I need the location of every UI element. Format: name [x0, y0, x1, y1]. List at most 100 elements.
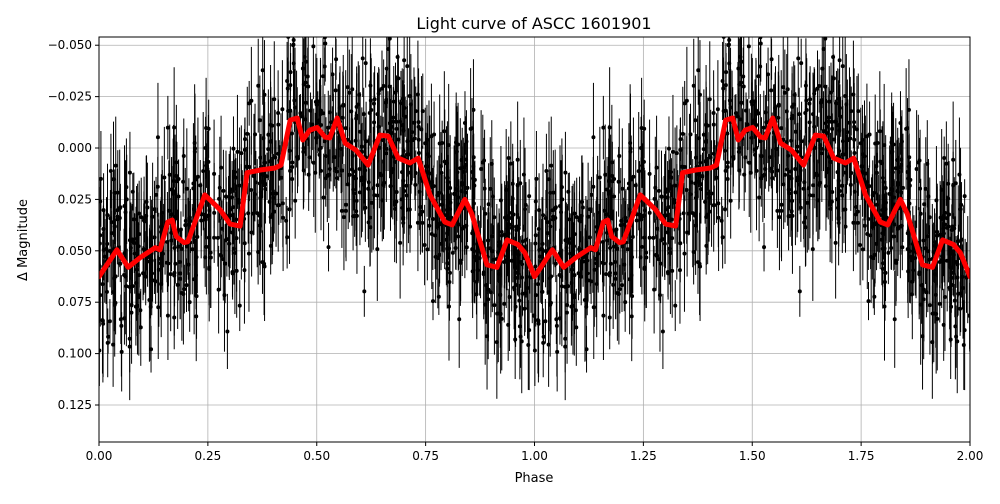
data-point: [689, 180, 694, 185]
data-point: [821, 46, 826, 51]
data-point: [167, 172, 172, 177]
data-point: [907, 201, 912, 206]
data-point: [183, 218, 188, 223]
data-point: [498, 198, 503, 203]
data-point: [341, 215, 346, 220]
data-point: [775, 208, 780, 213]
data-point: [359, 144, 364, 149]
data-point: [256, 83, 261, 88]
data-point: [442, 129, 447, 134]
data-point: [803, 215, 808, 220]
data-point: [104, 289, 109, 294]
data-point: [828, 160, 833, 165]
data-point: [672, 200, 677, 205]
data-point: [942, 295, 947, 300]
data-point: [349, 109, 354, 114]
data-point: [796, 56, 801, 61]
data-point: [363, 61, 368, 66]
data-point: [221, 188, 226, 193]
data-point: [506, 155, 511, 160]
data-point: [184, 283, 189, 288]
data-point: [195, 174, 200, 179]
data-point: [301, 149, 306, 154]
data-point: [803, 111, 808, 116]
data-point: [852, 124, 857, 129]
data-point: [725, 177, 730, 182]
data-point: [419, 127, 424, 132]
data-point: [334, 169, 339, 174]
data-point: [741, 74, 746, 79]
data-point: [573, 308, 578, 313]
data-point: [425, 247, 430, 252]
data-point: [127, 170, 132, 175]
data-point: [258, 223, 263, 228]
data-point: [860, 164, 865, 169]
data-point: [678, 137, 683, 142]
data-point: [108, 168, 113, 173]
data-point: [681, 211, 686, 216]
data-point: [156, 305, 161, 310]
data-point: [899, 157, 904, 162]
data-point: [523, 237, 528, 242]
data-point: [415, 220, 420, 225]
data-point: [739, 80, 744, 85]
data-point: [868, 233, 873, 238]
data-point: [286, 108, 291, 113]
data-point: [858, 243, 863, 248]
data-point: [953, 324, 958, 329]
data-point: [882, 304, 887, 309]
data-point: [551, 190, 556, 195]
data-point: [127, 344, 132, 349]
data-point: [832, 137, 837, 142]
data-point: [532, 348, 537, 353]
data-point: [750, 102, 755, 107]
data-point: [391, 99, 396, 104]
data-point: [411, 120, 416, 125]
data-point: [190, 247, 195, 252]
data-point: [799, 61, 804, 66]
data-point: [220, 226, 225, 231]
data-point: [445, 207, 450, 212]
data-point: [362, 289, 367, 294]
data-point: [198, 183, 203, 188]
data-point: [122, 316, 127, 321]
data-point: [733, 111, 738, 116]
data-point: [747, 160, 752, 165]
data-point: [792, 92, 797, 97]
data-point: [962, 194, 967, 199]
data-point: [698, 264, 703, 269]
data-point: [604, 272, 609, 277]
data-point: [555, 349, 560, 354]
data-point: [305, 74, 310, 79]
data-point: [405, 64, 410, 69]
data-point: [616, 179, 621, 184]
data-point: [789, 176, 794, 181]
data-point: [557, 272, 562, 277]
data-point: [339, 208, 344, 213]
data-point: [407, 93, 412, 98]
data-point: [247, 101, 252, 106]
data-point: [640, 163, 645, 168]
data-point: [415, 92, 420, 97]
data-point: [758, 64, 763, 69]
data-point: [851, 92, 856, 97]
data-point: [694, 190, 699, 195]
data-point: [914, 167, 919, 172]
data-point: [452, 191, 457, 196]
data-point: [124, 197, 129, 202]
data-point: [306, 172, 311, 177]
data-point: [939, 187, 944, 192]
data-point: [854, 127, 859, 132]
data-point: [806, 186, 811, 191]
data-point: [118, 205, 123, 210]
data-point: [258, 190, 263, 195]
data-point: [99, 176, 103, 181]
data-point: [266, 147, 271, 152]
x-tick-label: 0.75: [412, 449, 439, 463]
data-point: [514, 224, 519, 229]
data-point: [851, 220, 856, 225]
data-point: [862, 223, 867, 228]
data-point: [367, 111, 372, 116]
data-point: [251, 211, 256, 216]
data-point: [896, 169, 901, 174]
